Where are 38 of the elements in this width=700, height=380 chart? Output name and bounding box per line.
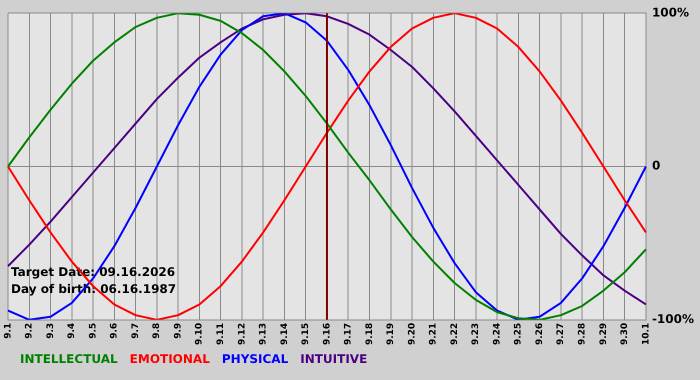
y-tick-label: 0 [652, 158, 660, 173]
y-tick-label: 100% [652, 5, 690, 20]
x-tick-label: 9.18 [364, 322, 375, 346]
x-tick-label: 9.2 [24, 322, 35, 339]
x-tick-label: 9.21 [428, 322, 439, 346]
text: EMOTIONAL [130, 352, 210, 366]
y-tick-label: -100% [652, 312, 694, 326]
x-tick-label: 9.23 [471, 322, 482, 346]
x-tick-label: 9.12 [237, 322, 248, 346]
x-tick-label: 9.22 [450, 322, 460, 346]
x-tick-label: 9.27 [556, 322, 566, 346]
x-tick-label: 9.17 [344, 322, 354, 346]
x-tick-label: 9.5 [88, 322, 98, 339]
x-tick-label: 9.9 [173, 322, 184, 339]
x-tick-label: 10.1 [641, 322, 652, 346]
x-tick-label: 9.16 [322, 322, 332, 346]
text: INTUITIVE [300, 352, 368, 366]
x-tick-label: 9.25 [514, 322, 524, 346]
x-tick-label: 9.7 [130, 322, 141, 339]
x-tick-label: 9.10 [194, 322, 205, 346]
text: PHYSICAL [222, 352, 289, 366]
x-tick-label: 9.29 [598, 322, 609, 346]
x-tick-label: 9.11 [216, 322, 226, 346]
x-tick-label: 9.28 [577, 322, 588, 346]
x-tick-label: 9.4 [67, 322, 78, 339]
x-tick-label: 9.26 [534, 322, 545, 346]
x-tick-label: 9.30 [620, 322, 630, 346]
x-tick-label: 9.13 [258, 322, 269, 346]
x-tick-label: 9.15 [301, 322, 312, 346]
x-tick-label: 9.6 [110, 322, 120, 339]
x-tick-label: 9.24 [492, 322, 502, 346]
x-tick-label: 9.3 [46, 322, 56, 339]
x-tick-label: 9.1 [3, 322, 14, 339]
x-tick-label: 9.20 [407, 322, 418, 346]
x-tick-label: 9.19 [386, 322, 396, 346]
text: INTELLECTUAL [20, 352, 118, 366]
x-tick-label: 9.14 [280, 322, 290, 346]
x-tick-label: 9.8 [152, 322, 162, 339]
